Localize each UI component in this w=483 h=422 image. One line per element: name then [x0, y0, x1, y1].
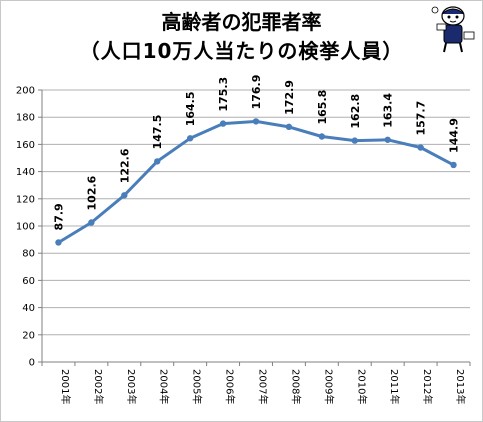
data-point — [55, 239, 62, 246]
x-tick-label: 2004年 — [158, 369, 171, 404]
y-tick-label: 140 — [16, 167, 35, 178]
x-tick-label: 2006年 — [224, 369, 237, 404]
data-label: 172.9 — [283, 80, 296, 115]
chart-title: 高齢者の犯罪者率 — [161, 10, 322, 34]
data-point — [219, 120, 227, 127]
y-tick-label: 120 — [16, 194, 35, 205]
data-point — [121, 192, 128, 199]
chart-subtitle: （人口10万人当たりの検挙人員） — [79, 39, 404, 63]
data-label: 175.3 — [217, 77, 230, 112]
y-tick-label: 160 — [16, 140, 35, 151]
data-label: 144.9 — [448, 118, 461, 153]
y-tick-label: 80 — [22, 249, 35, 260]
y-tick-label: 100 — [16, 222, 35, 233]
data-label: 102.6 — [85, 175, 98, 210]
y-tick-label: 20 — [22, 330, 35, 341]
data-labels: 87.9 102.6 122.6 147.5 164.5 175.3 176.9 172.9 1… — [52, 75, 460, 231]
data-label: 157.7 — [415, 101, 428, 136]
gridlines — [42, 89, 470, 336]
data-point — [318, 133, 326, 140]
data-point — [154, 158, 161, 165]
y-tick-label: 0 — [29, 358, 35, 369]
y-tick-label: 200 — [16, 86, 35, 97]
data-label: 147.5 — [151, 115, 164, 150]
data-label: 87.9 — [52, 203, 65, 230]
series-points — [55, 118, 457, 246]
data-point — [186, 135, 194, 142]
data-point — [88, 219, 95, 226]
data-label: 122.6 — [118, 148, 131, 183]
x-tick-label: 2008年 — [289, 369, 302, 404]
data-point — [417, 144, 424, 151]
x-tick-label: 2002年 — [92, 369, 105, 404]
x-tick-label: 2012年 — [421, 369, 434, 404]
x-tick-label: 2011年 — [388, 369, 401, 404]
x-tick-label: 2005年 — [191, 369, 204, 404]
x-tick-label: 2013年 — [454, 369, 467, 404]
data-point — [252, 118, 260, 125]
data-label: 164.5 — [184, 91, 197, 126]
x-tick-label: 2010年 — [355, 369, 368, 404]
data-point — [384, 136, 391, 143]
data-label: 176.9 — [250, 75, 263, 110]
data-point — [450, 161, 457, 169]
data-point — [351, 137, 358, 144]
x-tick-label: 2009年 — [322, 369, 335, 404]
y-tick-label: 40 — [22, 303, 35, 314]
x-tick-label: 2007年 — [257, 369, 270, 404]
mascot-illustration — [431, 6, 475, 53]
y-axis-ticks: 0 20 40 60 80 100 120 140 160 180 200 — [16, 86, 42, 369]
data-point — [285, 123, 293, 131]
data-label: 162.8 — [349, 94, 362, 129]
x-tick-label: 2001年 — [59, 369, 72, 404]
x-tick-label: 2003年 — [125, 369, 138, 404]
y-tick-label: 60 — [22, 276, 35, 287]
y-tick-label: 180 — [16, 113, 35, 124]
data-label: 163.4 — [382, 93, 395, 128]
data-label: 165.8 — [316, 90, 329, 125]
x-axis-ticks: 2001年 2002年 2003年 2004年 2005年 2006年 2007年 2008年… — [41, 362, 471, 404]
